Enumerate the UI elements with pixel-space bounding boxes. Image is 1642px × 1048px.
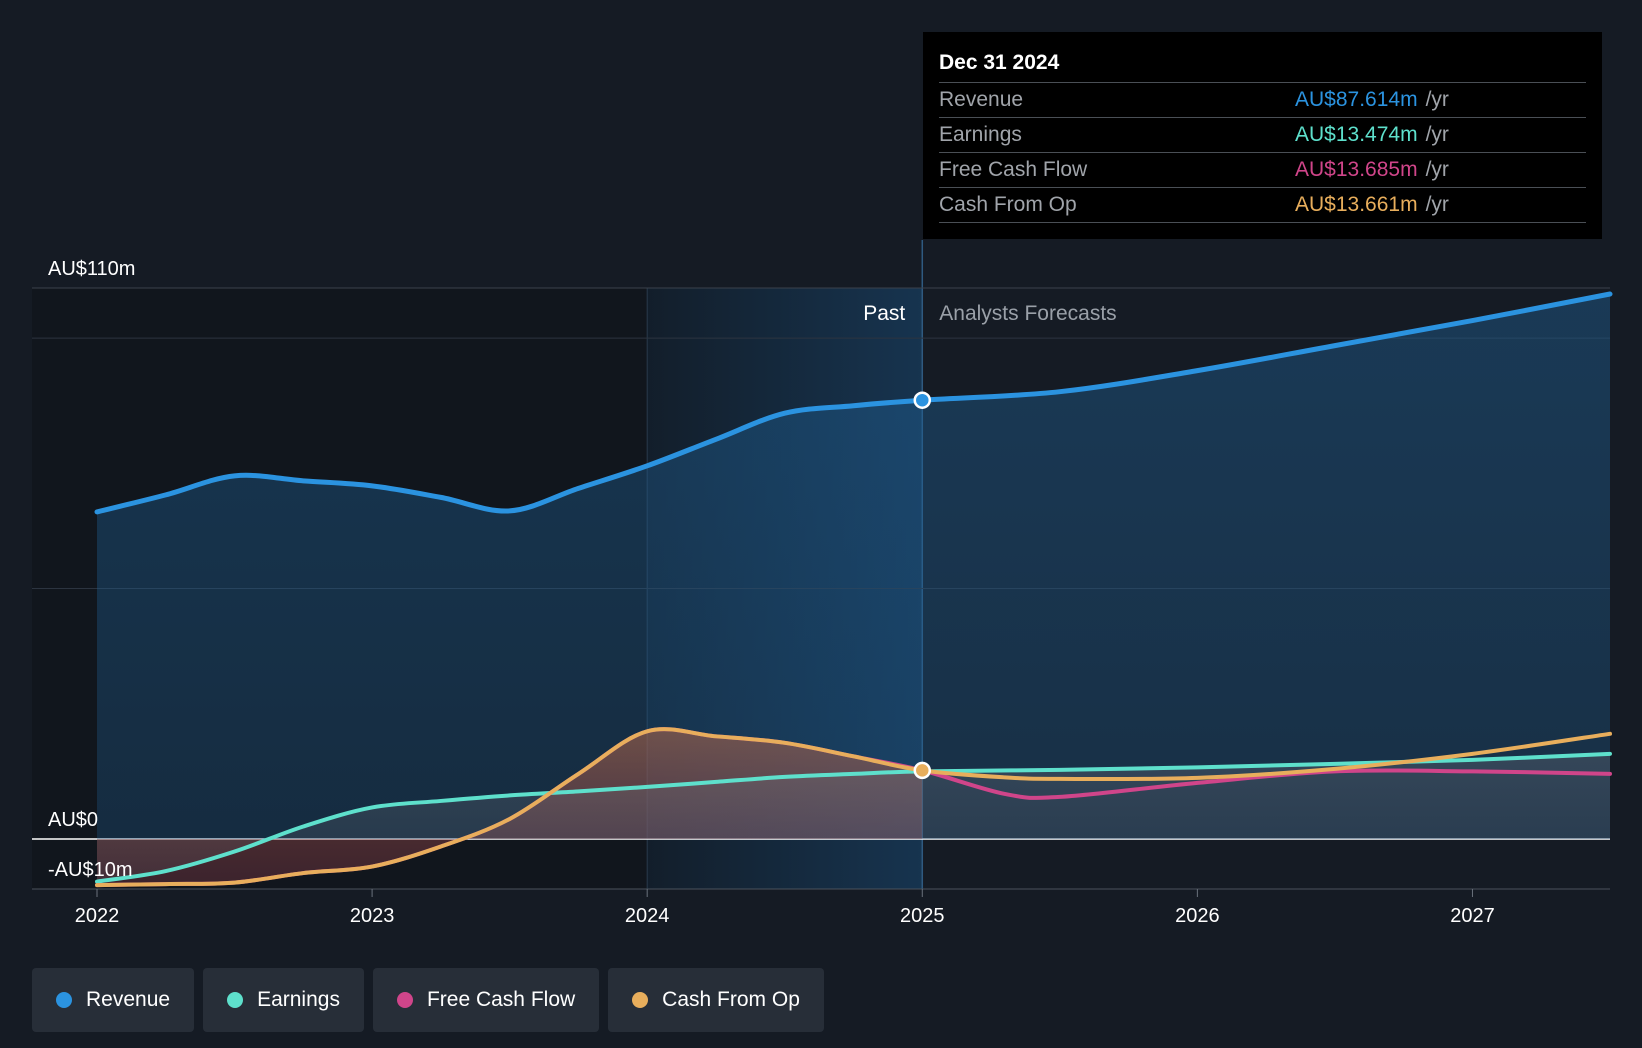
tooltip-row-unit: /yr — [1425, 158, 1449, 181]
revenue-marker — [913, 391, 932, 409]
legend-label: Earnings — [257, 988, 340, 1011]
legend-dot-icon — [396, 992, 413, 1008]
y-axis-label: AU$0 — [48, 809, 98, 831]
x-tick-label: 2026 — [1175, 905, 1220, 927]
legend-label: Cash From Op — [662, 988, 800, 1011]
tooltip-row-cash-from-op: Cash From Op AU$13.661m /yr — [939, 187, 1586, 223]
legend-dot-icon — [632, 992, 649, 1008]
forecast-label: Analysts Forecasts — [939, 302, 1116, 325]
series-line-earnings — [95, 751, 1612, 884]
revenue-area — [97, 294, 1610, 840]
tooltip: Dec 31 2024 Revenue AU$87.614m /yr Earni… — [923, 32, 1602, 239]
tooltip-row-value: AU$87.614m — [1295, 88, 1418, 111]
tooltip-row-value: AU$13.685m — [1295, 158, 1418, 181]
y-axis-label: AU$110m — [48, 258, 135, 280]
legend-item-revenue[interactable]: Revenue — [32, 968, 195, 1032]
tooltip-row-unit: /yr — [1425, 123, 1449, 146]
tooltip-row-name: Earnings — [939, 123, 1022, 146]
legend: Revenue Earnings Free Cash Flow Cash Fro… — [32, 968, 824, 1032]
legend-item-earnings[interactable]: Earnings — [203, 968, 364, 1032]
cash-from-op-area — [97, 729, 923, 886]
x-tick-label: 2024 — [625, 905, 670, 927]
x-tick-label: 2022 — [75, 905, 120, 927]
legend-label: Free Cash Flow — [426, 988, 576, 1011]
tooltip-row-unit: /yr — [1425, 193, 1449, 216]
tooltip-row-name: Revenue — [939, 88, 1024, 111]
earnings-area — [97, 753, 1610, 882]
tooltip-date: Dec 31 2024 — [939, 51, 1060, 74]
tooltip-row-free-cash-flow: Free Cash Flow AU$13.685m /yr — [939, 152, 1586, 187]
y-axis-label: -AU$10m — [48, 859, 132, 881]
x-tick-label: 2023 — [350, 905, 395, 927]
legend-item-free-cash-flow[interactable]: Free Cash Flow — [372, 968, 600, 1032]
tooltip-row-value: AU$13.661m — [1295, 193, 1418, 216]
series-line-cash-from-op — [95, 727, 1612, 888]
cash-from-op-marker — [913, 761, 932, 780]
past-label: Past — [863, 302, 905, 325]
legend-label: Revenue — [86, 988, 171, 1011]
tooltip-row-name: Cash From Op — [939, 193, 1077, 216]
x-tick-label: 2025 — [900, 905, 945, 927]
series-line-revenue — [94, 291, 1613, 515]
tooltip-row-unit: /yr — [1425, 88, 1449, 111]
x-tick-label: 2027 — [1450, 905, 1495, 927]
legend-dot-icon — [227, 992, 244, 1008]
legend-dot-icon — [56, 992, 72, 1008]
tooltip-row-name: Free Cash Flow — [939, 158, 1088, 181]
tooltip-row-earnings: Earnings AU$13.474m /yr — [939, 117, 1586, 152]
tooltip-row-revenue: Revenue AU$87.614m /yr — [939, 82, 1586, 117]
legend-item-cash-from-op[interactable]: Cash From Op — [608, 968, 824, 1032]
tooltip-row-value: AU$13.474m — [1295, 123, 1418, 146]
